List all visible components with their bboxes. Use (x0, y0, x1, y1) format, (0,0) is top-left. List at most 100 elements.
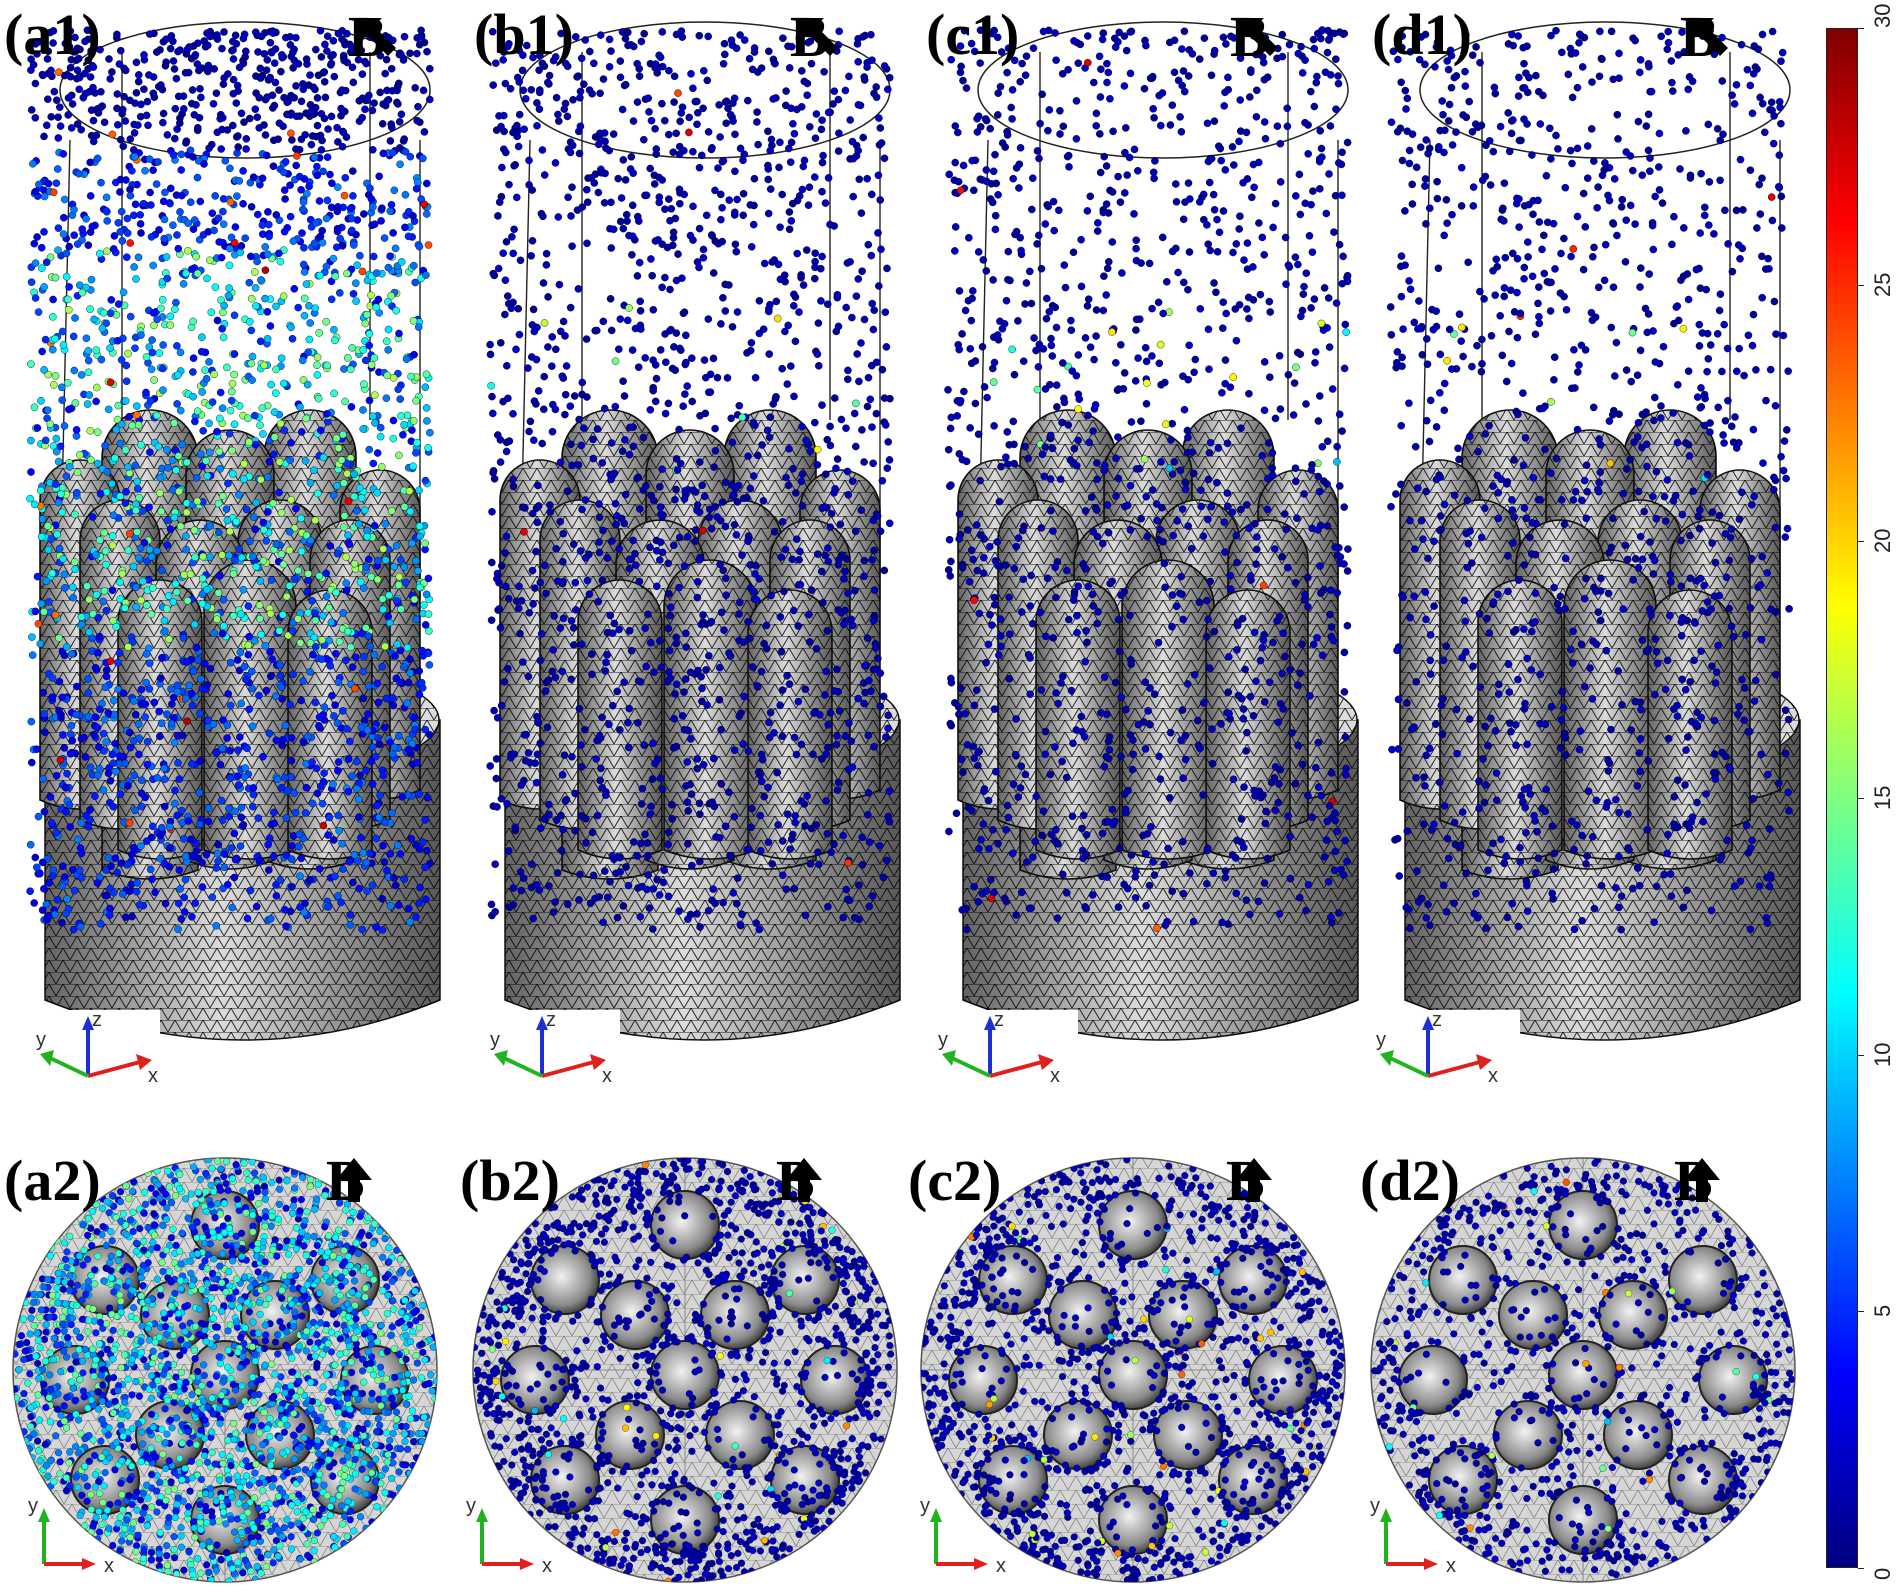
colorbar-tick-label: 20 (1870, 528, 1895, 554)
panel-label-b1: (b1) (474, 2, 574, 67)
pillar-top (1153, 1400, 1223, 1470)
axis-x-label: x (1488, 1065, 1498, 1087)
axis-y-label: y (1370, 1498, 1380, 1517)
axis-y-label: y (28, 1498, 38, 1517)
scene-2d-a2 (12, 1157, 438, 1583)
colorbar-tick-mark (1858, 28, 1864, 29)
pillar-top (978, 1245, 1048, 1315)
field-indicator-c2: B (1226, 1152, 1272, 1210)
axis-x-label: x (602, 1065, 612, 1087)
field-indicator-d2: B (1674, 1152, 1720, 1210)
axis-triad-3d-c1: z x y (938, 1010, 1060, 1087)
scene-3d-c1 (938, 21, 1359, 1120)
scene-3d-d1 (1380, 21, 1801, 1120)
corner-cutout (938, 1010, 1078, 1120)
panel-a1: (a1) B z x y (0, 0, 450, 1120)
particles (486, 27, 894, 934)
domain-top-ellipse (1419, 21, 1791, 159)
colorbar-tick-mark (1858, 541, 1864, 543)
panel-label-d1: (d1) (1372, 2, 1472, 67)
field-indicator-b2: B (776, 1152, 822, 1210)
panel-label-b2: (b2) (460, 1148, 560, 1213)
scene-2d-d2 (1370, 1157, 1796, 1583)
colorbar-tick-label: 25 (1870, 272, 1895, 297)
pillar-top (1098, 1485, 1168, 1555)
colorbar-tick-mark (1858, 1054, 1864, 1056)
panel-d2: (d2) B y x (1358, 1140, 1808, 1592)
axis-triad-2d-b2: y x (466, 1498, 552, 1577)
axis-x-label: x (542, 1555, 552, 1577)
axis-triad-3d-b1: z x y (490, 1010, 612, 1087)
particles (1371, 1158, 1795, 1579)
panel-label-c1: (c1) (926, 2, 1020, 67)
pillars (1399, 409, 1781, 880)
axis-triad-2d-c2: y x (920, 1498, 1006, 1577)
domain-top-ellipse (977, 21, 1349, 159)
particles (944, 26, 1352, 934)
panel-d1: (d1) B z x y (1360, 0, 1810, 1120)
colorbar-tick-label: 30 (1870, 3, 1895, 28)
scene-2d-c2 (920, 1157, 1346, 1583)
pillar-top (595, 1400, 665, 1470)
axis-y-label: y (466, 1498, 476, 1517)
geometry (938, 21, 1359, 1120)
axis-x-label: x (148, 1065, 158, 1087)
axis-z-label: z (92, 1010, 102, 1031)
field-indicator-d1: B (1680, 8, 1728, 66)
arrow-up-left-icon (800, 18, 838, 56)
scene-3d-a1 (20, 21, 441, 1120)
panel-b1: (b1) B z x y (460, 0, 910, 1120)
pillar-top (500, 1345, 570, 1415)
pillar-top (1148, 1280, 1218, 1350)
field-indicator-c1: B (1230, 8, 1278, 66)
axis-triad-2d-d2: y x (1370, 1498, 1456, 1577)
top-view-geometry (1370, 1157, 1796, 1583)
colorbar-tick-label: 5 (1870, 1305, 1895, 1318)
pillar-top (650, 1190, 720, 1260)
axis-y-label: y (920, 1498, 930, 1517)
arrow-up-left-icon (358, 18, 396, 56)
colorbar-tick-mark (1858, 1568, 1864, 1569)
colorbar (1826, 28, 1858, 1568)
pillars (957, 409, 1339, 880)
colorbar-tick-label: 0 (1870, 1567, 1895, 1580)
colorbar-tick-label: 10 (1870, 1042, 1895, 1067)
domain-top-ellipse (59, 21, 431, 159)
panel-c1: (c1) B z x y (918, 0, 1368, 1120)
axis-y-label: y (1376, 1029, 1386, 1051)
axis-z-label: z (994, 1010, 1004, 1031)
arrow-up-left-icon (1240, 18, 1278, 56)
particles (13, 1158, 437, 1582)
axis-y-label: y (938, 1029, 948, 1051)
axis-z-label: z (546, 1010, 556, 1031)
arrow-up-left-icon (1690, 18, 1728, 56)
field-indicator-a2: B (326, 1152, 372, 1210)
axis-x-label: x (104, 1555, 114, 1577)
colorbar-tick-mark (1858, 798, 1864, 799)
field-indicator-a1: B (348, 8, 396, 66)
top-view-geometry (472, 1157, 898, 1583)
panel-label-a1: (a1) (4, 2, 101, 67)
axis-z-label: z (1432, 1010, 1442, 1031)
geometry (1380, 21, 1801, 1120)
panel-c2: (c2) B y x (908, 1140, 1358, 1592)
axis-triad-2d-a2: y x (28, 1498, 114, 1577)
colorbar-tick-mark (1858, 284, 1864, 286)
field-indicator-b1: B (790, 8, 838, 66)
axis-triad-3d-a1: z x y (36, 1010, 158, 1087)
axis-x-label: x (1050, 1065, 1060, 1087)
axis-y-label: y (36, 1029, 46, 1051)
axis-y-label: y (490, 1029, 500, 1051)
axis-x-label: x (1446, 1555, 1456, 1577)
scene-2d-b2 (472, 1157, 898, 1583)
particles (26, 26, 434, 934)
colorbar-tick-mark (1858, 1311, 1864, 1313)
pillar-top (650, 1340, 720, 1410)
colorbar-tick-label: 15 (1870, 785, 1895, 810)
pillar-top (1698, 1345, 1768, 1415)
panel-a2: (a2) B y x (0, 1140, 450, 1592)
panel-b2: (b2) B y x (460, 1140, 910, 1592)
panel-label-a2: (a2) (4, 1148, 101, 1213)
arrow-up-icon (336, 1158, 372, 1202)
geometry (480, 21, 901, 1120)
